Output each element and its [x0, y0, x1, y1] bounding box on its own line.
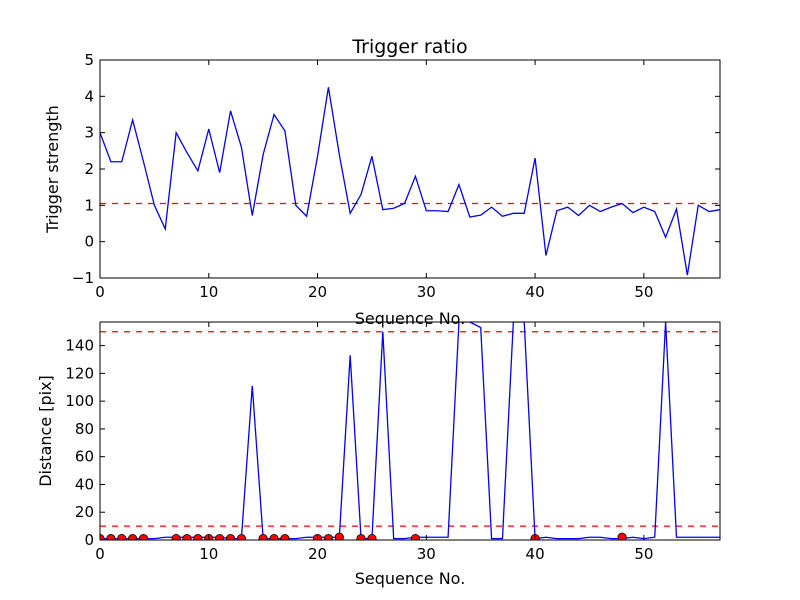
top-y-axis-label: Trigger strength	[43, 105, 62, 234]
bottom-x-axis-label: Sequence No.	[355, 569, 466, 588]
bottom-data-marker	[236, 534, 247, 540]
bottom-y-tick-label: 0	[84, 531, 94, 549]
top-y-tick-label: 1	[84, 196, 94, 214]
bottom-data-marker	[367, 534, 377, 540]
top-series-line	[100, 87, 720, 276]
bottom-x-tick-label: 30	[417, 545, 436, 563]
top-y-tick-label: 3	[84, 124, 94, 142]
bottom-axes-frame	[99, 321, 721, 541]
bottom-x-tick-label: 20	[308, 545, 327, 563]
bottom-y-tick-label: 20	[75, 503, 94, 521]
bottom-x-tick-label: 10	[199, 545, 218, 563]
chart-title: Trigger ratio	[351, 36, 467, 58]
bottom-data-marker	[356, 534, 366, 540]
bottom-x-tick-label: 50	[634, 545, 653, 563]
top-x-tick-label: 30	[417, 283, 436, 301]
bottom-data-marker	[280, 534, 290, 540]
bottom-y-tick-label: 40	[75, 475, 94, 493]
bottom-x-tick-label: 40	[526, 545, 545, 563]
top-y-tick-label: 4	[84, 87, 94, 105]
top-plot-area	[100, 87, 720, 276]
top-y-tick-label: −1	[72, 269, 94, 287]
top-x-axis-label: Sequence No.	[355, 309, 466, 328]
bottom-ticks: 0 10 20 30 40 50 0 20 40 60 80 100 120 140	[65, 322, 720, 563]
bottom-data-marker	[258, 534, 268, 540]
bottom-y-tick-label: 140	[65, 337, 94, 355]
bottom-data-marker	[128, 534, 138, 540]
bottom-y-tick-label: 80	[75, 420, 94, 438]
top-y-tick-label: 0	[84, 233, 94, 251]
bottom-data-marker	[269, 534, 279, 540]
top-x-tick-label: 10	[199, 283, 218, 301]
bottom-data-marker	[617, 532, 627, 540]
bottom-data-marker	[334, 532, 344, 540]
bottom-data-marker	[182, 534, 192, 540]
bottom-y-tick-label: 100	[65, 392, 94, 410]
top-x-tick-label: 20	[308, 283, 327, 301]
top-y-tick-label: 2	[84, 160, 94, 178]
bottom-data-marker	[215, 534, 225, 540]
bottom-data-marker	[323, 534, 334, 540]
bottom-data-marker	[117, 534, 127, 540]
top-axes-frame	[99, 59, 721, 279]
bottom-data-marker	[410, 534, 421, 540]
bottom-plot-area	[100, 322, 720, 540]
bottom-series-line	[100, 322, 720, 540]
bottom-chart: 0 10 20 30 40 50 0 20 40 60 80 100 120 140 Sequence N…	[36, 321, 721, 588]
bottom-x-tick-label: 0	[95, 545, 105, 563]
bottom-y-tick-label: 120	[65, 364, 94, 382]
bottom-y-axis-label: Distance [pix]	[36, 375, 55, 487]
top-x-tick-label: 40	[526, 283, 545, 301]
top-y-tick-label: 5	[84, 51, 94, 69]
bottom-data-marker	[138, 534, 149, 540]
bottom-y-tick-label: 60	[75, 448, 94, 466]
bottom-data-marker	[171, 534, 181, 540]
bottom-data-marker	[106, 534, 116, 540]
top-x-tick-label: 50	[634, 283, 653, 301]
bottom-data-marker	[193, 534, 203, 540]
top-x-tick-label: 0	[95, 283, 105, 301]
bottom-data-marker	[225, 534, 236, 540]
